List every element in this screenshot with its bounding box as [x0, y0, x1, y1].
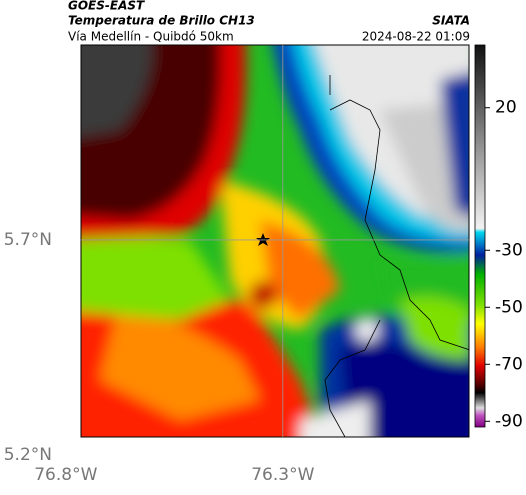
colorbar-tick-label: 20: [495, 98, 517, 118]
y-tick-label: 5.7°N: [4, 230, 52, 250]
x-tick-label: 76.8°W: [34, 465, 97, 485]
colorbar-tick-label: -90: [495, 411, 523, 431]
source: GOES-EAST: [68, 0, 145, 13]
x-tick-label: 76.3°W: [251, 465, 314, 485]
y-tick-label: 5.2°N: [4, 445, 52, 465]
site-marker: [256, 233, 270, 246]
datetime: 2024-08-22 01:09: [362, 30, 470, 44]
colorbar: [474, 44, 486, 428]
colorbar-tick-label: -50: [495, 297, 523, 317]
colorbar-tick-label: -30: [495, 240, 523, 260]
colorbar-tick-label: -70: [495, 354, 523, 374]
subtitle: Vía Medellín - Quibdó 50km: [68, 30, 234, 44]
title: Temperatura de Brillo CH13: [68, 14, 255, 28]
map-frame: [80, 44, 470, 438]
satellite-image: [81, 45, 469, 437]
brand: SIATA: [432, 14, 470, 28]
